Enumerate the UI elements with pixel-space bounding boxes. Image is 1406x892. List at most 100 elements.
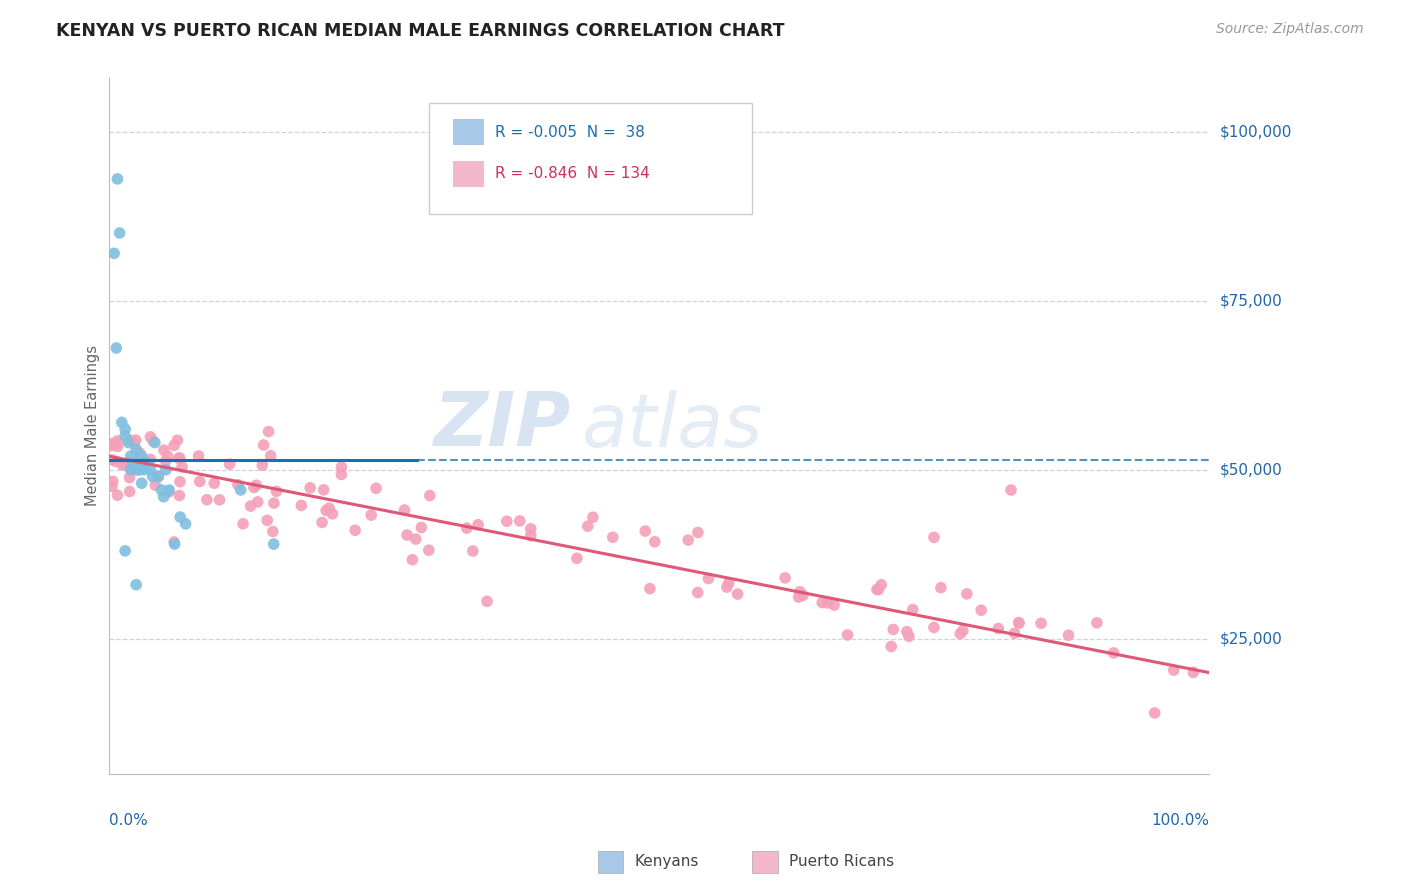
- Point: [131, 449, 153, 463]
- Point: [146, 469, 169, 483]
- Point: [330, 460, 353, 475]
- Point: [148, 469, 170, 483]
- Point: [174, 516, 197, 531]
- Point: [156, 449, 179, 463]
- Point: [243, 480, 266, 494]
- Point: [107, 439, 129, 453]
- Point: [142, 469, 165, 483]
- Point: [150, 483, 173, 497]
- Point: [128, 452, 150, 467]
- Point: [870, 578, 893, 592]
- Point: [167, 451, 190, 466]
- Point: [139, 452, 162, 467]
- Point: [139, 430, 162, 444]
- Point: [169, 510, 191, 524]
- Point: [101, 453, 124, 467]
- Point: [134, 456, 156, 470]
- Point: [330, 467, 353, 482]
- Point: [1000, 483, 1022, 497]
- Point: [188, 475, 211, 489]
- Point: [299, 481, 322, 495]
- Point: [104, 454, 127, 468]
- Point: [111, 416, 134, 430]
- Point: [103, 246, 125, 260]
- Point: [114, 544, 136, 558]
- Point: [136, 456, 159, 470]
- Point: [118, 470, 141, 484]
- Point: [576, 519, 599, 533]
- Point: [360, 508, 382, 522]
- Point: [787, 590, 810, 604]
- Point: [602, 530, 624, 544]
- Point: [252, 438, 274, 452]
- Point: [170, 459, 193, 474]
- Point: [104, 437, 127, 451]
- Point: [218, 457, 240, 471]
- Point: [318, 501, 340, 516]
- Point: [952, 624, 974, 638]
- Point: [125, 442, 148, 457]
- Point: [163, 535, 186, 549]
- Point: [1029, 616, 1052, 631]
- Point: [120, 463, 142, 477]
- Point: [717, 576, 740, 591]
- Point: [107, 488, 129, 502]
- Point: [124, 433, 146, 447]
- Text: R = -0.005  N =  38: R = -0.005 N = 38: [495, 125, 645, 139]
- Point: [118, 484, 141, 499]
- Point: [311, 516, 333, 530]
- Point: [245, 478, 267, 492]
- Point: [246, 495, 269, 509]
- Point: [125, 456, 148, 470]
- Point: [132, 463, 155, 477]
- Point: [101, 475, 124, 489]
- Point: [519, 522, 541, 536]
- Point: [366, 481, 388, 495]
- Point: [260, 449, 283, 463]
- Point: [676, 533, 699, 547]
- Point: [634, 524, 657, 538]
- Point: [1008, 615, 1031, 630]
- Point: [122, 436, 145, 450]
- Point: [108, 226, 131, 240]
- Text: 100.0%: 100.0%: [1152, 813, 1209, 828]
- Point: [321, 507, 343, 521]
- Point: [1163, 663, 1185, 677]
- Point: [120, 434, 142, 448]
- Point: [120, 449, 142, 463]
- Point: [169, 451, 191, 466]
- Point: [169, 475, 191, 489]
- Point: [315, 503, 337, 517]
- Point: [208, 492, 231, 507]
- Point: [166, 434, 188, 448]
- Point: [262, 524, 284, 539]
- Point: [163, 537, 186, 551]
- Point: [121, 463, 143, 477]
- Point: [811, 596, 834, 610]
- Text: $50,000: $50,000: [1220, 462, 1282, 477]
- Point: [195, 492, 218, 507]
- Text: $100,000: $100,000: [1220, 124, 1292, 139]
- Point: [118, 456, 141, 470]
- Point: [815, 596, 838, 610]
- Point: [127, 463, 149, 477]
- Point: [111, 458, 134, 472]
- Point: [155, 463, 177, 477]
- Point: [896, 624, 918, 639]
- Point: [105, 341, 128, 355]
- Point: [232, 516, 254, 531]
- Point: [114, 458, 136, 472]
- Point: [105, 434, 128, 448]
- Point: [131, 476, 153, 491]
- Point: [868, 582, 890, 597]
- Point: [922, 530, 945, 544]
- Point: [139, 463, 162, 477]
- Point: [1182, 665, 1205, 680]
- Point: [256, 513, 278, 527]
- Point: [475, 594, 498, 608]
- Point: [461, 544, 484, 558]
- Point: [121, 456, 143, 470]
- Point: [644, 534, 666, 549]
- Text: Source: ZipAtlas.com: Source: ZipAtlas.com: [1216, 22, 1364, 37]
- Point: [114, 422, 136, 436]
